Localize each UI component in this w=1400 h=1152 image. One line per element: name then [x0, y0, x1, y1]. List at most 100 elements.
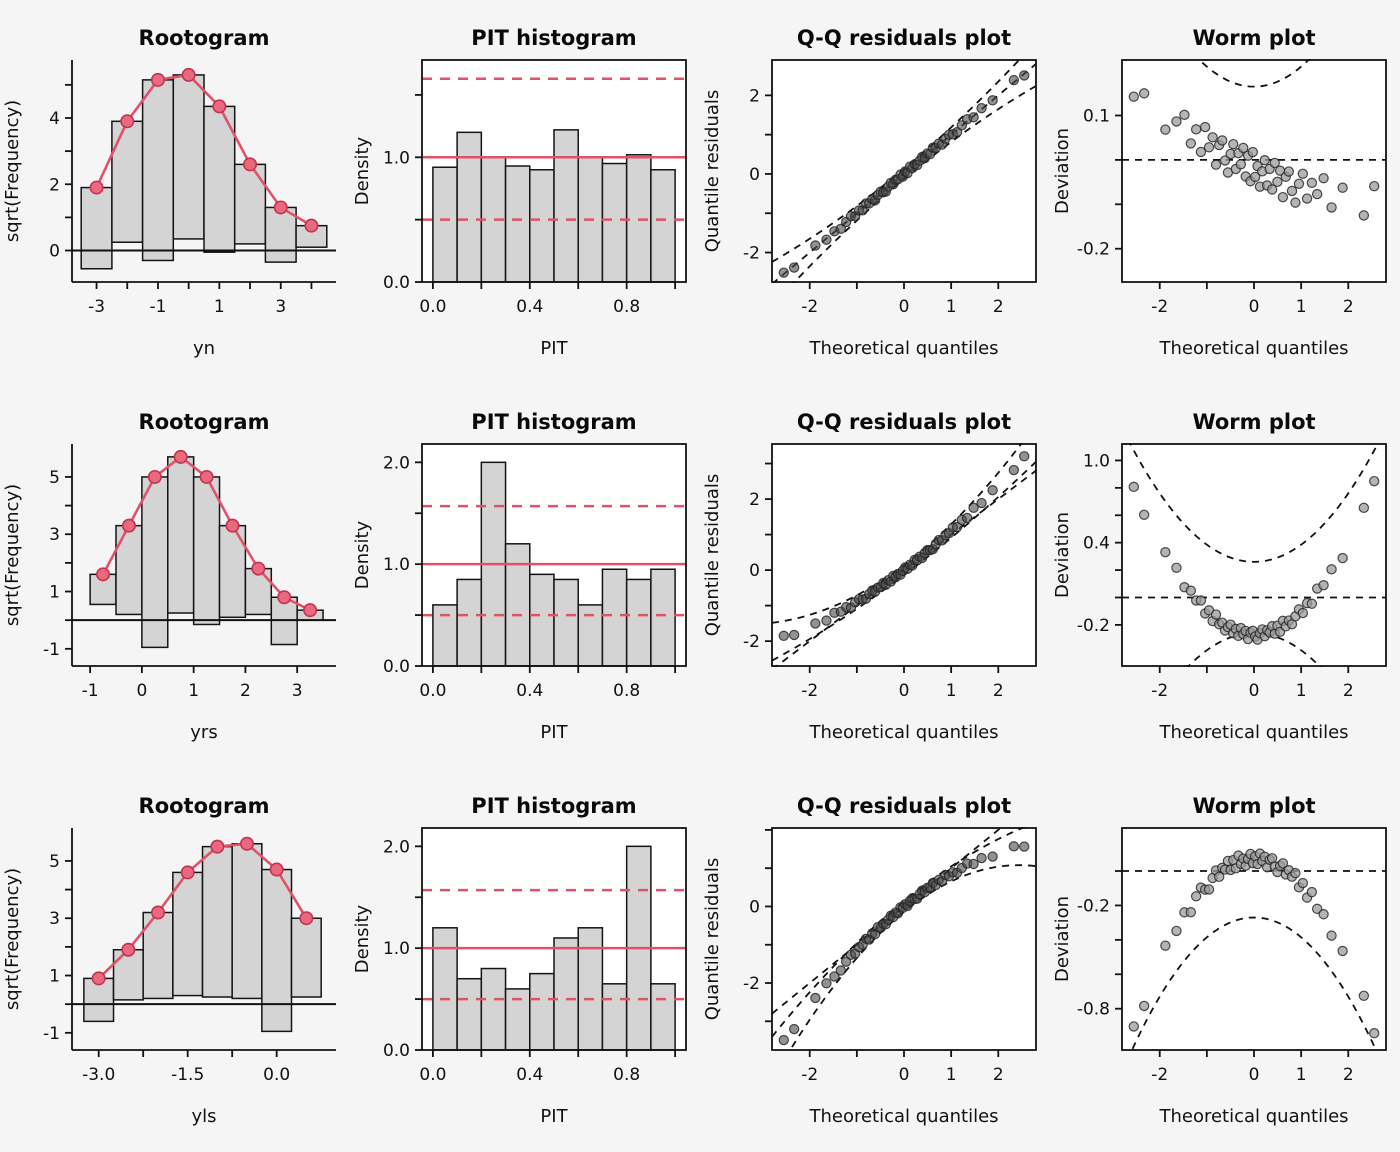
svg-text:2.0: 2.0 — [383, 837, 410, 857]
svg-text:0.8: 0.8 — [613, 297, 640, 317]
svg-text:1: 1 — [49, 583, 60, 603]
worm-plot-yn-plot: -2 0 1 2 -0.2 0.1 Theoretical quantiles Deviati… — [1052, 59, 1387, 359]
qq-residuals-yls-plot: -2 0 1 2 -2 0 Theoretical quantiles Quantile re… — [702, 827, 1037, 1127]
svg-text:1: 1 — [946, 681, 957, 701]
panel-title: Q-Q residuals plot — [796, 410, 1012, 434]
svg-text:Deviation: Deviation — [1052, 512, 1073, 598]
pit-histogram-yls-plot: 0.0 0.4 0.8 0.0 1.0 2.0 PIT Density — [352, 827, 687, 1127]
svg-text:1: 1 — [1296, 1065, 1307, 1085]
svg-text:yn: yn — [193, 338, 215, 359]
svg-text:0.4: 0.4 — [1083, 534, 1110, 554]
svg-text:2: 2 — [749, 490, 760, 510]
svg-text:Theoretical quantiles: Theoretical quantiles — [1158, 1106, 1348, 1127]
svg-text:1: 1 — [1296, 681, 1307, 701]
panel-rootogram-yn: Rootogram -3 -1 1 3 0 2 4 yn sqrt(Frequency) — [0, 0, 350, 384]
svg-text:-2: -2 — [801, 1065, 818, 1085]
svg-text:0: 0 — [899, 297, 910, 317]
svg-text:-0.2: -0.2 — [1077, 616, 1110, 636]
svg-text:0: 0 — [1249, 1065, 1260, 1085]
svg-text:1: 1 — [214, 297, 225, 317]
svg-text:Density: Density — [352, 136, 373, 205]
svg-text:0.4: 0.4 — [516, 297, 543, 317]
pit-histogram-yn-plot: 0.0 0.4 0.8 0.0 1.0 PIT Density — [352, 59, 687, 359]
svg-text:PIT: PIT — [540, 338, 568, 359]
svg-text:Theoretical quantiles: Theoretical quantiles — [808, 1106, 998, 1127]
svg-text:0: 0 — [136, 681, 147, 701]
svg-text:-0.2: -0.2 — [1077, 240, 1110, 260]
svg-text:-0.2: -0.2 — [1077, 896, 1110, 916]
svg-text:Quantile residuals: Quantile residuals — [702, 858, 723, 1021]
rootogram-yn-plot: -3 -1 1 3 0 2 4 yn sqrt(Frequency) — [2, 60, 336, 359]
rootogram-yrs-plot: -1 0 1 2 3 -1 1 3 5 yrs sqrt(Frequency) — [2, 444, 336, 743]
svg-text:Theoretical quantiles: Theoretical quantiles — [1158, 338, 1348, 359]
svg-text:0.4: 0.4 — [516, 681, 543, 701]
qq-residuals-yrs-plot: -2 0 1 2 -2 0 2 Theoretical quantiles Quantile r… — [702, 443, 1037, 743]
svg-text:-1: -1 — [43, 640, 60, 660]
svg-text:0.0: 0.0 — [419, 681, 446, 701]
svg-text:Density: Density — [352, 520, 373, 589]
svg-text:Theoretical quantiles: Theoretical quantiles — [1158, 722, 1348, 743]
svg-text:PIT: PIT — [540, 1106, 568, 1127]
svg-text:0: 0 — [1249, 297, 1260, 317]
svg-text:-2: -2 — [801, 681, 818, 701]
svg-text:0: 0 — [899, 681, 910, 701]
svg-text:2: 2 — [749, 86, 760, 106]
rootogram-yls-plot: -3.0 -1.5 0.0 -1 1 3 5 yls sqrt(Frequency) — [2, 828, 336, 1127]
svg-text:0.0: 0.0 — [263, 1065, 290, 1085]
svg-text:0.0: 0.0 — [419, 297, 446, 317]
panel-qq-residuals-yrs: Q-Q residuals plot -2 0 1 2 -2 0 2 Theoretical … — [700, 384, 1050, 768]
svg-text:0: 0 — [899, 1065, 910, 1085]
svg-text:1: 1 — [946, 1065, 957, 1085]
panel-qq-residuals-yls: Q-Q residuals plot -2 0 1 2 -2 0 Theoretical q… — [700, 768, 1050, 1152]
svg-text:-1.5: -1.5 — [171, 1065, 204, 1085]
svg-text:1.0: 1.0 — [383, 148, 410, 168]
svg-text:-2: -2 — [1151, 681, 1168, 701]
svg-text:1: 1 — [188, 681, 199, 701]
svg-text:-2: -2 — [743, 244, 760, 264]
svg-text:-2: -2 — [743, 974, 760, 994]
panel-title: Q-Q residuals plot — [796, 794, 1012, 818]
svg-text:3: 3 — [275, 297, 286, 317]
svg-text:-2: -2 — [801, 297, 818, 317]
svg-text:0.0: 0.0 — [383, 1041, 410, 1061]
svg-text:Quantile residuals: Quantile residuals — [702, 90, 723, 253]
worm-plot-yls-plot: -2 0 1 2 -0.8 -0.2 Theoretical quantiles Deviat… — [1052, 827, 1387, 1127]
svg-text:2: 2 — [1343, 297, 1354, 317]
worm-plot-yrs-plot: -2 0 1 2 -0.2 0.4 1.0 Theoretical quantiles Devi… — [1052, 443, 1387, 743]
svg-text:5: 5 — [49, 852, 60, 872]
svg-text:0: 0 — [1249, 681, 1260, 701]
svg-text:3: 3 — [292, 681, 303, 701]
svg-text:2: 2 — [1343, 1065, 1354, 1085]
svg-text:0: 0 — [749, 561, 760, 581]
svg-text:yrs: yrs — [190, 722, 217, 743]
svg-text:yls: yls — [191, 1106, 216, 1127]
svg-text:3: 3 — [49, 525, 60, 545]
svg-text:Theoretical quantiles: Theoretical quantiles — [808, 722, 998, 743]
svg-text:1: 1 — [49, 967, 60, 987]
svg-text:2: 2 — [993, 681, 1004, 701]
panel-worm-plot-yls: Worm plot -2 0 1 2 -0.8 -0.2 Theoretical quant… — [1050, 768, 1400, 1152]
svg-text:-2: -2 — [743, 632, 760, 652]
svg-text:-2: -2 — [1151, 297, 1168, 317]
svg-text:sqrt(Frequency): sqrt(Frequency) — [2, 868, 23, 1010]
svg-text:-3: -3 — [88, 297, 105, 317]
panel-title: Rootogram — [138, 26, 270, 50]
svg-text:0.4: 0.4 — [516, 1065, 543, 1085]
panel-worm-plot-yrs: Worm plot -2 0 1 2 -0.2 0.4 1.0 Theoretical qua… — [1050, 384, 1400, 768]
svg-text:4: 4 — [49, 109, 60, 129]
svg-text:sqrt(Frequency): sqrt(Frequency) — [2, 100, 23, 242]
svg-text:1: 1 — [946, 297, 957, 317]
svg-text:1.0: 1.0 — [1083, 451, 1110, 471]
svg-text:2.0: 2.0 — [383, 453, 410, 473]
svg-text:sqrt(Frequency): sqrt(Frequency) — [2, 484, 23, 626]
svg-text:5: 5 — [49, 468, 60, 488]
svg-text:-1: -1 — [149, 297, 166, 317]
panel-pit-histogram-yn: PIT histogram 0.0 0.4 0.8 0.0 1.0 PIT Density — [350, 0, 700, 384]
panel-title: Q-Q residuals plot — [796, 26, 1012, 50]
svg-text:PIT: PIT — [540, 722, 568, 743]
svg-text:0: 0 — [749, 165, 760, 185]
pit-histogram-yrs-plot: 0.0 0.4 0.8 0.0 1.0 2.0 PIT Density — [352, 443, 687, 743]
panel-title: Worm plot — [1192, 410, 1316, 434]
panel-rootogram-yls: Rootogram -3.0 -1.5 0.0 -1 1 3 5 yls sqrt(Freque… — [0, 768, 350, 1152]
svg-text:-2: -2 — [1151, 1065, 1168, 1085]
